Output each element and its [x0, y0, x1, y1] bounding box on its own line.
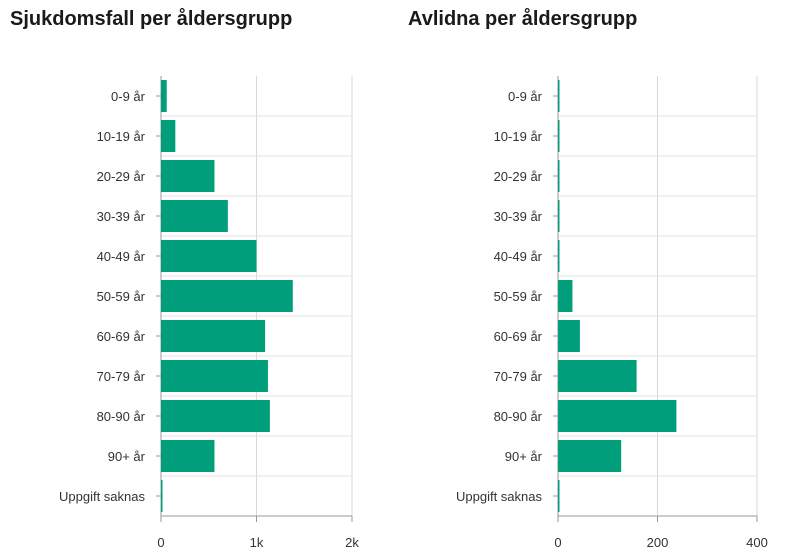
- deaths-category-label: 40-49 år: [494, 249, 543, 264]
- deaths-bar[interactable]: [558, 360, 637, 392]
- deaths-bar[interactable]: [558, 120, 560, 152]
- cases-category-label: 10-19 år: [97, 129, 146, 144]
- deaths-category-label: 50-59 år: [494, 289, 543, 304]
- cases-bar[interactable]: [161, 280, 293, 312]
- deaths-bar[interactable]: [558, 320, 580, 352]
- deaths-bar[interactable]: [558, 80, 560, 112]
- cases-x-tick-label: 0: [157, 535, 164, 550]
- deaths-category-label: 20-29 år: [494, 169, 543, 184]
- deaths-category-label: 10-19 år: [494, 129, 543, 144]
- deaths-bar[interactable]: [558, 400, 677, 432]
- cases-bar[interactable]: [161, 80, 167, 112]
- deaths-x-tick-label: 200: [647, 535, 669, 550]
- chart-title-deaths: Avlidna per åldersgrupp: [408, 8, 638, 30]
- deaths-bar[interactable]: [558, 240, 560, 272]
- deaths-category-label: 80-90 år: [494, 409, 543, 424]
- cases-bar[interactable]: [161, 440, 215, 472]
- deaths-bar[interactable]: [558, 440, 622, 472]
- cases-category-label: 60-69 år: [97, 329, 146, 344]
- cases-category-label: 70-79 år: [97, 369, 146, 384]
- cases-category-label: Uppgift saknas: [59, 489, 145, 504]
- cases-category-label: 20-29 år: [97, 169, 146, 184]
- deaths-category-label: 30-39 år: [494, 209, 543, 224]
- deaths-category-label: 90+ år: [505, 449, 543, 464]
- cases-bar[interactable]: [161, 200, 228, 232]
- cases-bar[interactable]: [161, 120, 176, 152]
- cases-category-label: 30-39 år: [97, 209, 146, 224]
- cases-x-tick-label: 1k: [250, 535, 264, 550]
- deaths-bar[interactable]: [558, 160, 560, 192]
- cases-bar[interactable]: [161, 360, 268, 392]
- deaths-category-label: 60-69 år: [494, 329, 543, 344]
- deaths-category-label: 70-79 år: [494, 369, 543, 384]
- cases-category-label: 90+ år: [108, 449, 146, 464]
- deaths-x-tick-label: 0: [554, 535, 561, 550]
- cases-bar[interactable]: [161, 480, 163, 512]
- cases-bar[interactable]: [161, 320, 266, 352]
- cases-category-label: 0-9 år: [111, 89, 146, 104]
- cases-bar[interactable]: [161, 160, 215, 192]
- chart-title-cases: Sjukdomsfall per åldersgrupp: [10, 8, 293, 30]
- deaths-x-tick-label: 400: [746, 535, 768, 550]
- deaths-category-label: Uppgift saknas: [456, 489, 542, 504]
- cases-x-tick-label: 2k: [345, 535, 359, 550]
- cases-category-label: 50-59 år: [97, 289, 146, 304]
- cases-category-label: 40-49 år: [97, 249, 146, 264]
- deaths-bar[interactable]: [558, 200, 560, 232]
- cases-bar[interactable]: [161, 400, 270, 432]
- deaths-category-label: 0-9 år: [508, 89, 543, 104]
- deaths-bar[interactable]: [558, 280, 573, 312]
- cases-category-label: 80-90 år: [97, 409, 146, 424]
- deaths-bar[interactable]: [558, 480, 560, 512]
- cases-bar[interactable]: [161, 240, 257, 272]
